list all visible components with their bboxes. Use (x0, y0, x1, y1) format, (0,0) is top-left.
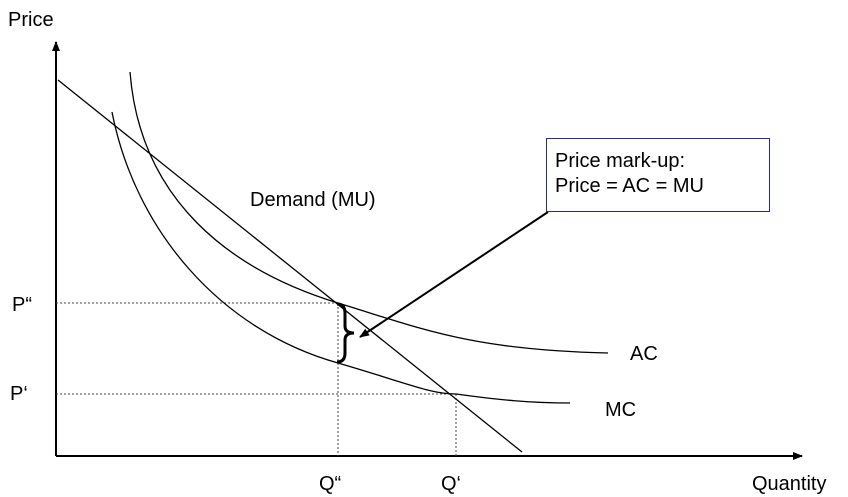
mc-curve (111, 111, 571, 404)
q-double-label: Q“ (319, 473, 342, 495)
callout-arrow (359, 211, 549, 338)
p-single-label: P‘ (10, 383, 28, 405)
ac-label: AC (630, 343, 658, 365)
x-axis-label: Quantity (752, 473, 827, 495)
q-single-label: Q‘ (441, 473, 461, 495)
mc-label: MC (605, 399, 637, 421)
callout-line-1: Price mark-up: (555, 150, 686, 172)
markup-callout-box: Price mark-up: Price = AC = MU (546, 138, 770, 212)
p-double-label: P“ (12, 294, 32, 316)
y-axis-label: Price (8, 9, 54, 31)
demand-label: Demand (MU) (250, 189, 376, 211)
demand-curve (57, 79, 523, 453)
markup-brace (336, 302, 355, 364)
ac-curve (129, 71, 609, 354)
callout-line-2: Price = AC = MU (555, 175, 704, 197)
